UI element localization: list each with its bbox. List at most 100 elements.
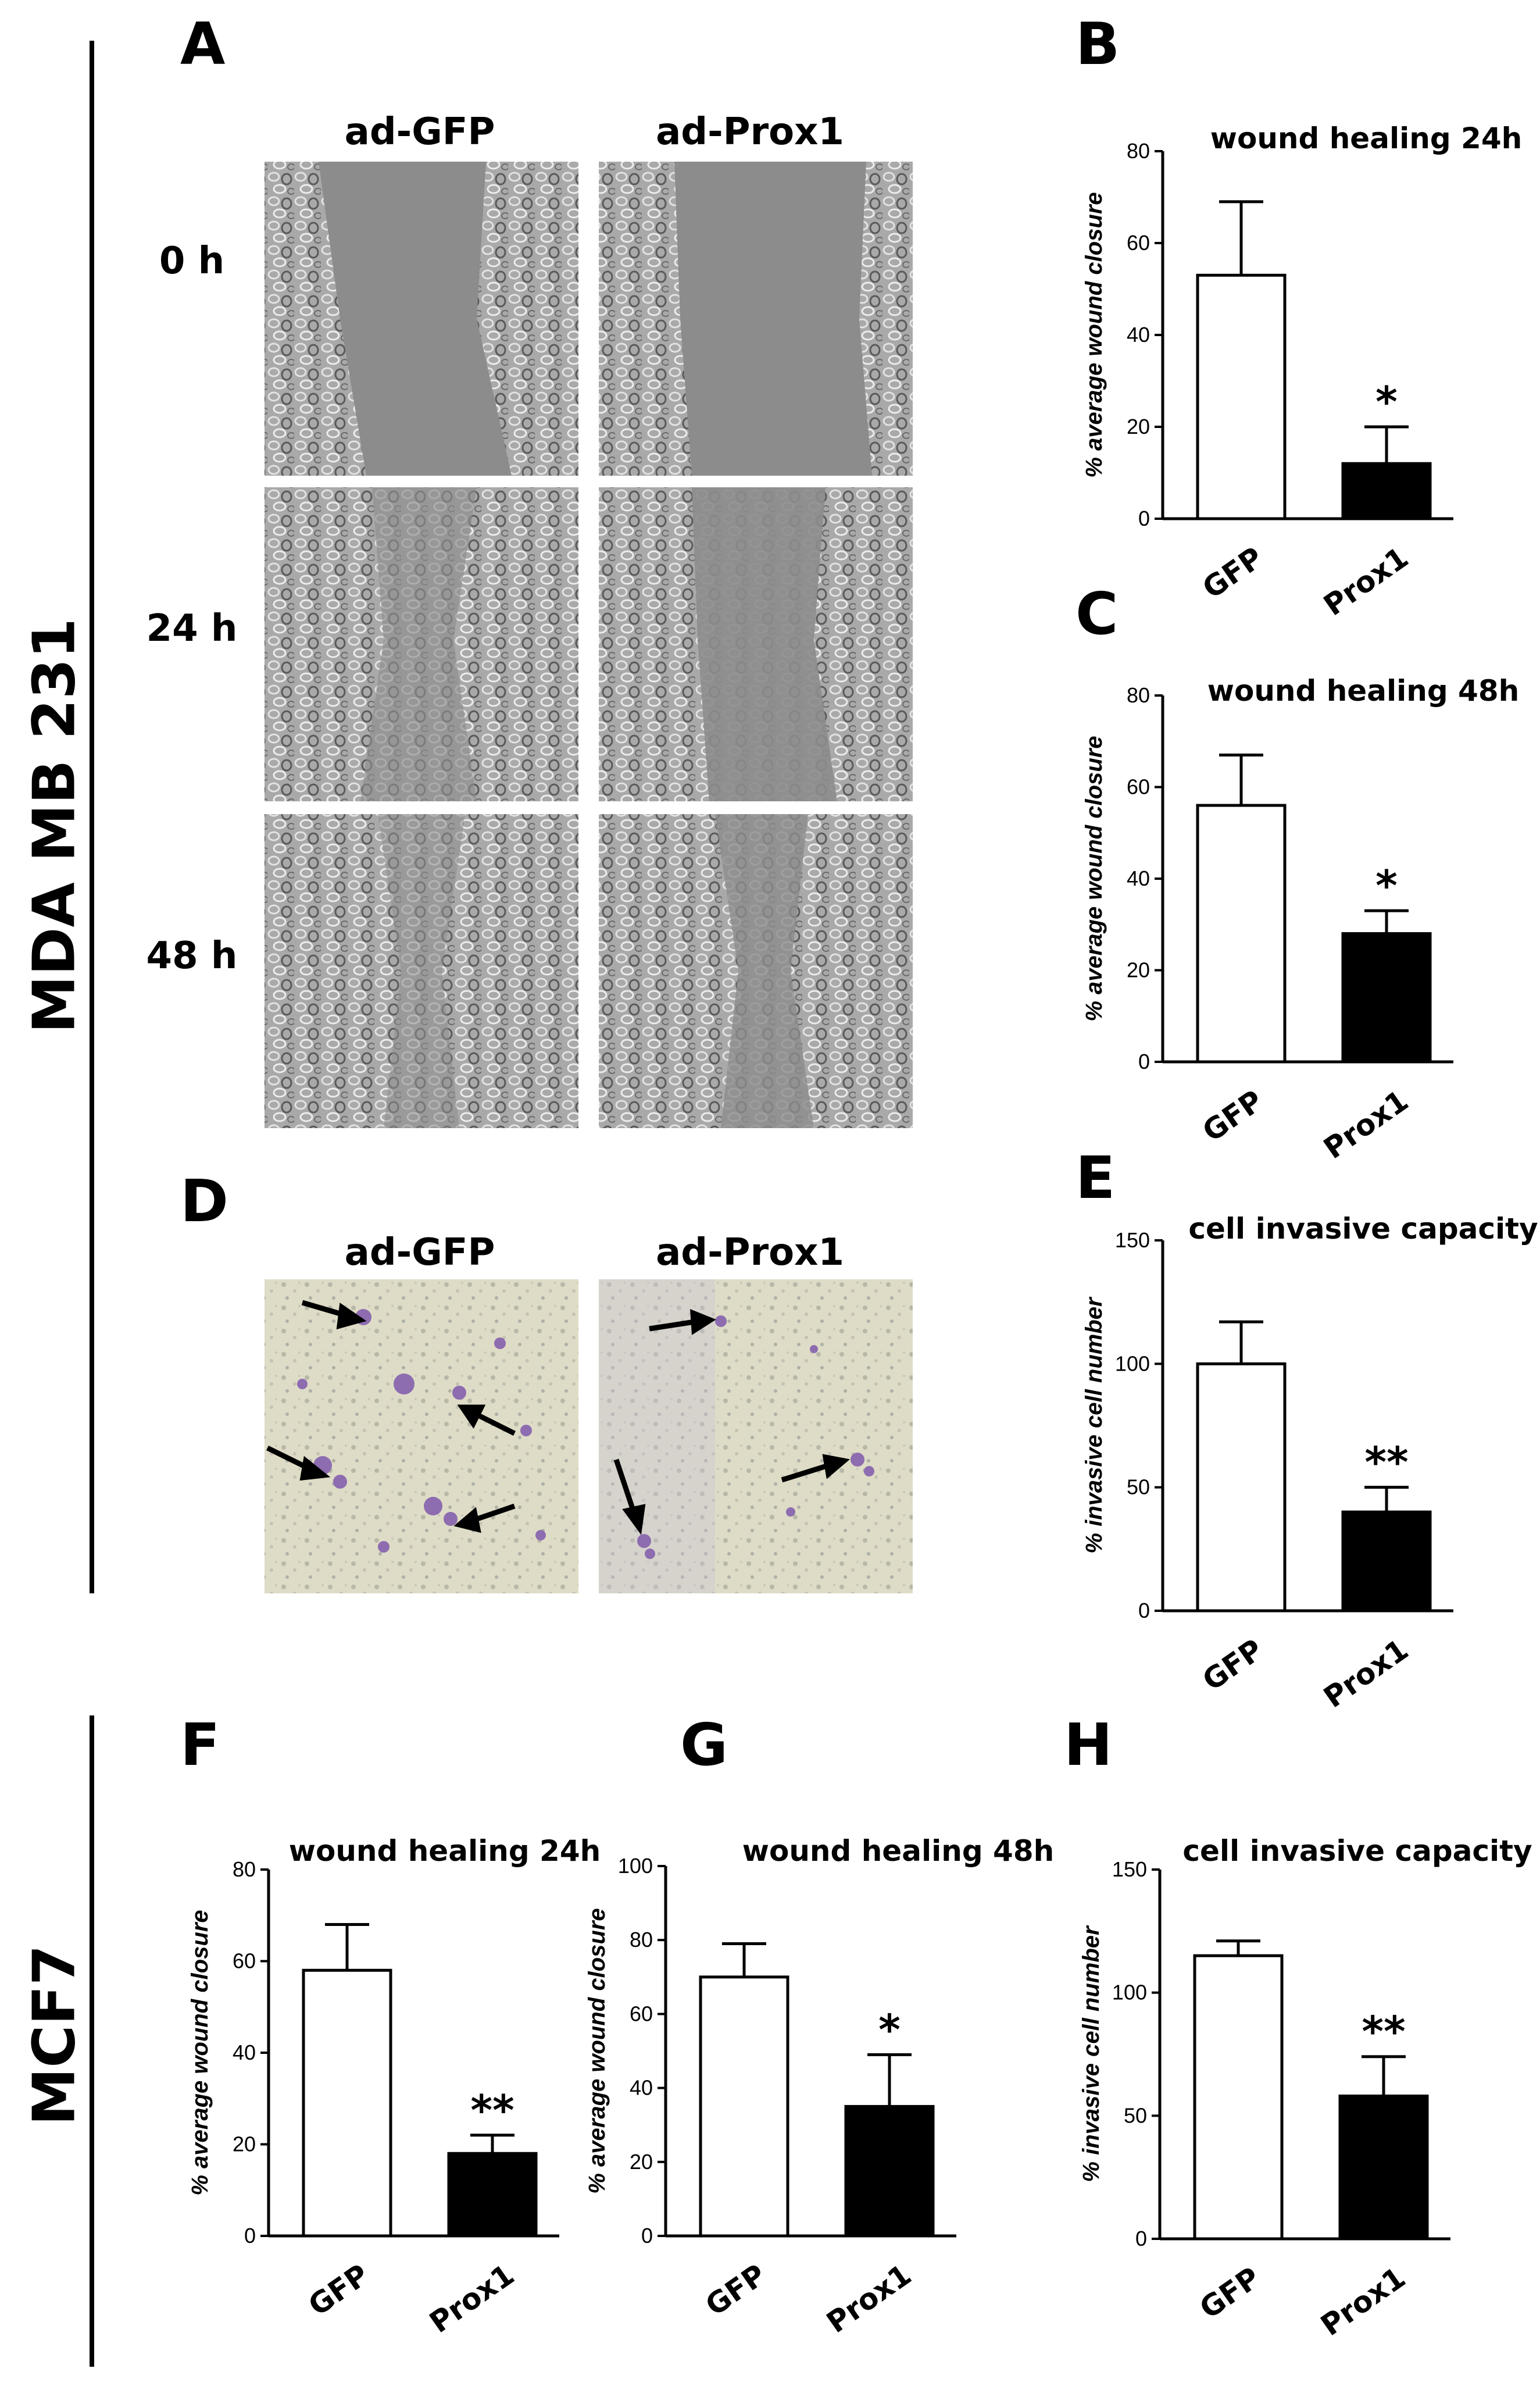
chart-title: cell invasive capacity bbox=[1182, 1834, 1532, 1868]
bar-prox1 bbox=[844, 2104, 935, 2238]
chart-title: cell invasive capacity bbox=[1188, 1212, 1538, 1246]
category-label-gfp: GFP bbox=[1196, 1083, 1269, 1148]
category-label-gfp: GFP bbox=[302, 2257, 375, 2323]
micrograph-gfp-24h bbox=[265, 487, 578, 801]
y-tick-label: 80 bbox=[233, 1857, 256, 1881]
y-tick-label: 40 bbox=[233, 2041, 256, 2064]
y-tick-label: 0 bbox=[1138, 1050, 1150, 1073]
col-label-gfp-d: ad-GFP bbox=[345, 1231, 495, 1274]
y-tick-label: 0 bbox=[244, 2224, 256, 2248]
category-label-gfp: GFP bbox=[699, 2257, 772, 2323]
y-tick-label: 60 bbox=[1127, 775, 1150, 799]
significance-marker: * bbox=[878, 2005, 901, 2054]
y-tick-label: 100 bbox=[1115, 1351, 1150, 1375]
significance-marker: ** bbox=[470, 2086, 514, 2135]
category-label-gfp: GFP bbox=[1194, 2260, 1266, 2325]
y-axis-label: % average wound closure bbox=[584, 1908, 610, 2193]
category-label-gfp: GFP bbox=[1196, 540, 1269, 605]
y-tick-label: 20 bbox=[233, 2132, 256, 2156]
category-label-prox1: Prox1 bbox=[1314, 2260, 1412, 2342]
y-axis-label: % average wound closure bbox=[1081, 192, 1107, 477]
y-axis-label: % average wound closure bbox=[187, 1910, 213, 2195]
chart-title: wound healing 48h bbox=[742, 1834, 1054, 1868]
y-tick-label: 20 bbox=[1127, 415, 1150, 438]
bar-prox1 bbox=[1341, 932, 1432, 1064]
y-tick-label: 60 bbox=[233, 1949, 256, 1973]
invasion-micrograph-prox1 bbox=[599, 1279, 913, 1593]
category-label-prox1: Prox1 bbox=[1317, 1632, 1414, 1714]
col-label-prox1: ad-Prox1 bbox=[656, 110, 844, 154]
y-axis-label: % invasive cell number bbox=[1081, 1296, 1107, 1554]
y-tick-label: 50 bbox=[1127, 1475, 1150, 1499]
micrograph-prox1-48h bbox=[599, 814, 913, 1128]
panel-letter-a: A bbox=[180, 10, 225, 78]
significance-marker: * bbox=[1375, 377, 1398, 426]
significance-marker: ** bbox=[1362, 2007, 1405, 2056]
y-tick-label: 20 bbox=[1127, 958, 1150, 982]
invasion-micrograph-gfp bbox=[265, 1279, 578, 1593]
panel-letter-h: H bbox=[1064, 1711, 1113, 1779]
panel-letter-g: G bbox=[680, 1711, 728, 1779]
y-tick-label: 60 bbox=[1127, 231, 1150, 255]
bar-gfp bbox=[1193, 1954, 1284, 2241]
chart-title: wound healing 48h bbox=[1207, 674, 1519, 708]
y-tick-label: 150 bbox=[1112, 1857, 1147, 1881]
col-label-gfp: ad-GFP bbox=[345, 110, 495, 154]
bar-gfp bbox=[1196, 1362, 1287, 1613]
y-tick-label: 0 bbox=[1138, 1599, 1150, 1622]
y-tick-label: 0 bbox=[641, 2224, 653, 2248]
y-tick-label: 50 bbox=[1124, 2103, 1147, 2127]
y-axis-label: % average wound closure bbox=[1081, 736, 1107, 1021]
y-tick-label: 80 bbox=[1127, 139, 1150, 163]
col-label-prox1-d: ad-Prox1 bbox=[656, 1231, 844, 1274]
y-tick-label: 80 bbox=[630, 1928, 653, 1952]
chart-title: wound healing 24h bbox=[1210, 122, 1522, 155]
row-label-24h: 24 h bbox=[147, 607, 238, 650]
y-tick-label: 40 bbox=[1127, 323, 1150, 347]
y-tick-label: 60 bbox=[630, 2002, 653, 2025]
bar-gfp bbox=[1196, 273, 1287, 520]
category-label-prox1: Prox1 bbox=[423, 2257, 520, 2339]
y-axis-label: % invasive cell number bbox=[1078, 1925, 1104, 2182]
row-label-0h: 0 h bbox=[159, 240, 224, 283]
category-label-prox1: Prox1 bbox=[820, 2257, 917, 2339]
y-tick-label: 80 bbox=[1127, 683, 1150, 707]
bar-gfp bbox=[1196, 804, 1287, 1064]
significance-marker: ** bbox=[1364, 1438, 1408, 1487]
bar-prox1 bbox=[1338, 2094, 1429, 2241]
y-tick-label: 0 bbox=[1135, 2227, 1147, 2250]
micrograph-gfp-48h bbox=[265, 814, 578, 1128]
y-tick-label: 100 bbox=[1112, 1981, 1147, 2004]
category-label-gfp: GFP bbox=[1196, 1632, 1269, 1697]
category-label-prox1: Prox1 bbox=[1317, 1083, 1414, 1165]
y-tick-label: 40 bbox=[630, 2076, 653, 2100]
panel-letter-c: C bbox=[1076, 580, 1118, 648]
bar-gfp bbox=[699, 1975, 789, 2238]
cell-line-label-mda: MDA MB 231 bbox=[20, 618, 88, 1033]
bar-gfp bbox=[302, 1968, 392, 2238]
y-tick-label: 20 bbox=[630, 2150, 653, 2174]
y-tick-label: 40 bbox=[1127, 866, 1150, 890]
panel-letter-d: D bbox=[180, 1167, 228, 1235]
micrograph-prox1-24h bbox=[599, 487, 913, 801]
row-label-48h: 48 h bbox=[147, 934, 238, 978]
y-tick-label: 150 bbox=[1115, 1228, 1150, 1252]
panel-letter-b: B bbox=[1076, 10, 1120, 78]
bar-prox1 bbox=[1341, 462, 1432, 520]
significance-marker: * bbox=[1375, 861, 1398, 910]
micrograph-prox1-0h bbox=[599, 162, 913, 476]
panel-letter-e: E bbox=[1076, 1144, 1115, 1212]
bar-prox1 bbox=[1341, 1510, 1432, 1613]
bar-prox1 bbox=[447, 2152, 538, 2238]
category-label-prox1: Prox1 bbox=[1317, 540, 1414, 622]
panel-letter-f: F bbox=[180, 1711, 220, 1779]
y-tick-label: 100 bbox=[618, 1854, 653, 1878]
